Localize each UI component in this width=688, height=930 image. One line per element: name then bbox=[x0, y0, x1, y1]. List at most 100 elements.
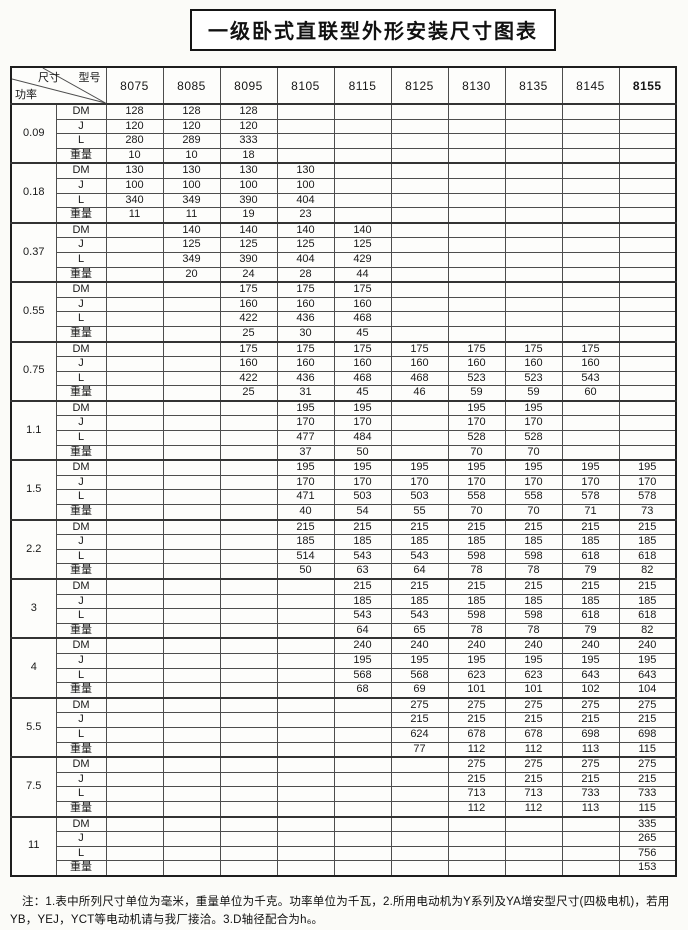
footnote: 注：1.表中所列尺寸单位为毫米，重量单位为千克。功率单位为千瓦，2.所用电动机为… bbox=[10, 895, 670, 927]
value-cell bbox=[276, 133, 335, 149]
value-cell bbox=[390, 325, 449, 343]
value-cell bbox=[162, 593, 221, 610]
row-label: L bbox=[55, 192, 107, 209]
row-label: DM bbox=[55, 399, 107, 417]
value-cell: 68 bbox=[333, 682, 392, 699]
row-label: DM bbox=[55, 162, 107, 179]
value-cell bbox=[219, 622, 278, 639]
value-cell bbox=[333, 831, 392, 847]
table-row: 重量 10 10 18 bbox=[11, 147, 677, 164]
value-cell: 59 bbox=[504, 385, 563, 402]
value-cell: 618 bbox=[618, 608, 677, 624]
value-cell: 240 bbox=[447, 637, 506, 654]
value-cell: 624 bbox=[390, 726, 449, 743]
value-cell bbox=[105, 548, 164, 565]
value-cell: 215 bbox=[447, 518, 506, 536]
table-row: 0.75 DM 175 175 175 175 175 175 175 bbox=[10, 340, 677, 402]
value-cell bbox=[105, 325, 164, 343]
value-cell: 50 bbox=[276, 563, 335, 580]
value-cell: 195 bbox=[618, 652, 677, 669]
value-cell: 514 bbox=[276, 548, 335, 565]
value-cell bbox=[276, 682, 335, 699]
value-cell: 101 bbox=[447, 682, 506, 699]
table-row: 重量 112 112 113 115 bbox=[11, 800, 677, 818]
value-cell: 215 bbox=[504, 712, 563, 728]
value-cell: 153 bbox=[618, 860, 677, 877]
value-cell bbox=[447, 845, 506, 862]
value-cell bbox=[162, 622, 221, 639]
value-cell bbox=[504, 237, 563, 253]
value-cell bbox=[105, 845, 164, 862]
row-label: DM bbox=[55, 340, 107, 358]
value-cell: 215 bbox=[276, 518, 335, 536]
row-label: DM bbox=[55, 637, 107, 654]
value-cell: 160 bbox=[561, 356, 620, 372]
value-cell: 543 bbox=[333, 548, 392, 565]
value-cell bbox=[162, 534, 221, 550]
value-cell bbox=[504, 102, 563, 120]
value-cell bbox=[390, 162, 449, 179]
value-cell bbox=[276, 726, 335, 743]
value-cell bbox=[276, 815, 335, 833]
table-row: J 185 185 185 185 185 185 185 bbox=[11, 534, 677, 550]
value-cell: 140 bbox=[162, 221, 221, 239]
value-cell bbox=[561, 415, 620, 432]
value-cell bbox=[618, 207, 677, 224]
value-cell bbox=[276, 771, 335, 788]
value-cell: 140 bbox=[276, 221, 335, 239]
value-cell bbox=[219, 415, 278, 432]
value-cell bbox=[162, 637, 221, 654]
value-cell bbox=[162, 786, 221, 802]
value-cell: 28 bbox=[276, 266, 335, 283]
value-cell: 349 bbox=[162, 192, 221, 209]
row-label: J bbox=[55, 237, 107, 253]
value-cell bbox=[105, 296, 164, 313]
table-row: J 265 bbox=[11, 831, 677, 847]
value-cell: 175 bbox=[390, 340, 449, 358]
value-cell: 195 bbox=[390, 652, 449, 669]
value-cell: 40 bbox=[276, 504, 335, 521]
value-cell bbox=[618, 325, 677, 343]
value-cell bbox=[105, 311, 164, 327]
value-cell: 623 bbox=[504, 667, 563, 684]
table-row: 重量 25 30 45 bbox=[11, 325, 677, 343]
value-cell: 125 bbox=[333, 237, 392, 253]
value-cell bbox=[105, 356, 164, 372]
value-cell: 477 bbox=[276, 430, 335, 446]
value-cell: 175 bbox=[504, 340, 563, 358]
value-cell: 37 bbox=[276, 444, 335, 461]
value-cell: 185 bbox=[333, 534, 392, 550]
row-label: J bbox=[55, 356, 107, 372]
value-cell: 170 bbox=[390, 474, 449, 491]
model-header: 8155 bbox=[618, 66, 677, 105]
value-cell: 128 bbox=[105, 102, 164, 120]
value-cell: 70 bbox=[447, 504, 506, 521]
value-cell bbox=[276, 800, 335, 818]
value-cell: 175 bbox=[447, 340, 506, 358]
value-cell bbox=[105, 696, 164, 714]
value-cell: 215 bbox=[447, 771, 506, 788]
row-label: 重量 bbox=[55, 504, 107, 521]
value-cell: 23 bbox=[276, 207, 335, 224]
value-cell bbox=[390, 133, 449, 149]
table-row: J 170 170 170 170 170 170 170 bbox=[11, 474, 677, 491]
value-cell bbox=[618, 340, 677, 358]
value-cell: 528 bbox=[447, 430, 506, 446]
value-cell bbox=[333, 860, 392, 877]
value-cell bbox=[333, 756, 392, 773]
value-cell: 24 bbox=[219, 266, 278, 283]
value-cell: 215 bbox=[390, 577, 449, 595]
value-cell: 240 bbox=[390, 637, 449, 654]
value-cell: 275 bbox=[561, 756, 620, 773]
value-cell bbox=[162, 682, 221, 699]
value-cell bbox=[390, 296, 449, 313]
table-row: 0.09 DM 128 128 128 bbox=[10, 102, 677, 164]
value-cell: 79 bbox=[561, 622, 620, 639]
dimension-table: 尺寸 型号 功率 8075 8085 8095 8105 8115 8125 8130 813… bbox=[10, 66, 677, 877]
value-cell bbox=[105, 370, 164, 387]
table-row: L 543 543 598 598 618 618 bbox=[11, 608, 677, 624]
value-cell: 185 bbox=[276, 534, 335, 550]
value-cell bbox=[390, 800, 449, 818]
row-label: 重量 bbox=[55, 325, 107, 343]
value-cell bbox=[618, 430, 677, 446]
